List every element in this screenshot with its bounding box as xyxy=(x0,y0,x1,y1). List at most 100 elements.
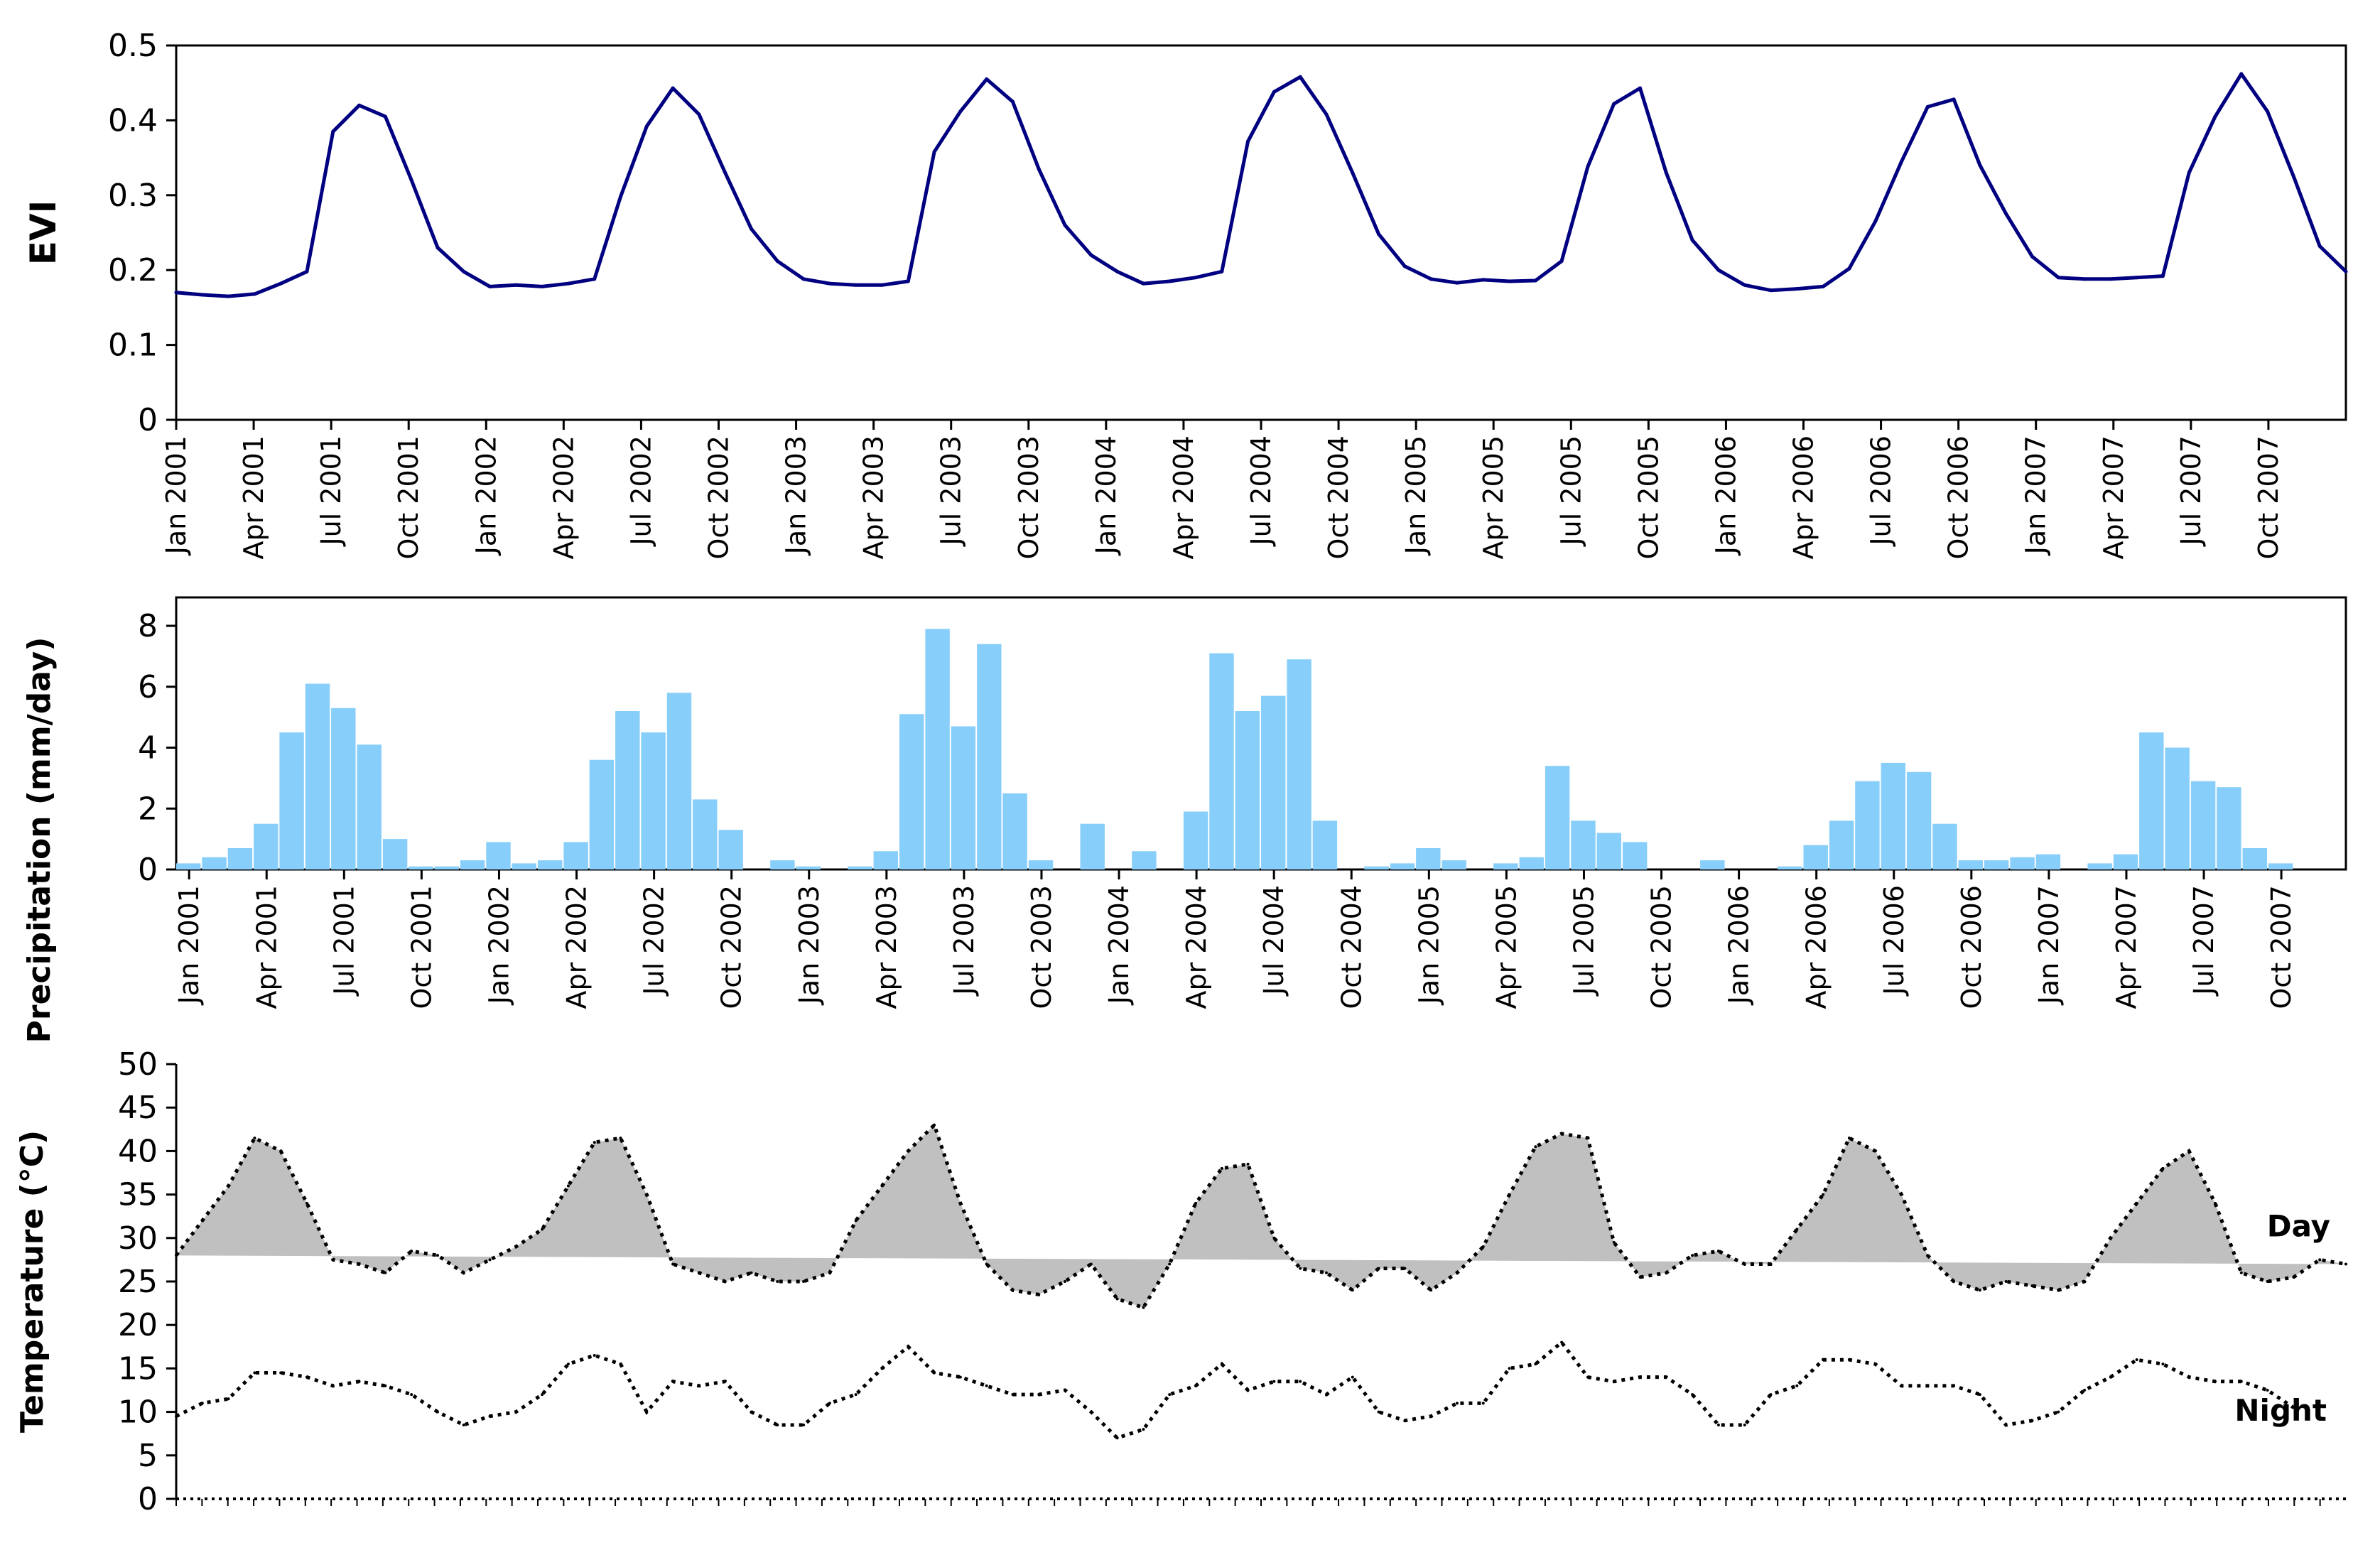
y-tick-label: 0 xyxy=(138,852,158,888)
x-tick-label: Jul 2004 xyxy=(1245,435,1277,547)
y-tick-label: 0.4 xyxy=(108,102,158,139)
precipitation-bar xyxy=(1493,863,1518,869)
precipitation-bar xyxy=(202,857,227,869)
evi-data-point xyxy=(462,269,466,273)
temperature-data-point xyxy=(1743,1262,1746,1266)
x-tick-label: Oct 2006 xyxy=(1956,885,1987,1009)
temperature-data-point xyxy=(1795,1384,1799,1387)
precipitation-bar xyxy=(2113,854,2138,869)
precipitation-bar xyxy=(1571,820,1596,869)
x-tick-label: Jul 2004 xyxy=(1258,885,1289,997)
precipitation-bar xyxy=(1028,860,1054,869)
x-tick-label: Oct 2005 xyxy=(1646,885,1677,1009)
temperature-data-point xyxy=(1429,1414,1433,1418)
temperature-data-point xyxy=(1481,1245,1485,1249)
x-tick-label: Apr 2006 xyxy=(1788,435,1819,560)
precipitation-bar xyxy=(1958,860,1983,869)
x-tick-label: Oct 2001 xyxy=(406,885,437,1009)
evi-data-point xyxy=(1612,102,1616,106)
temperature-data-point xyxy=(619,1137,622,1140)
evi-data-point xyxy=(1010,99,1015,104)
temperature-data-point xyxy=(1377,1410,1380,1414)
temperature-data-point xyxy=(514,1245,518,1249)
y-tick-label: 4 xyxy=(138,730,158,766)
temperature-data-point xyxy=(854,1393,858,1397)
evi-series-line xyxy=(175,72,2347,298)
temperature-data-point xyxy=(723,1280,727,1283)
evi-data-point xyxy=(409,178,413,183)
temperature-data-point xyxy=(1403,1267,1407,1270)
temperature-data-point xyxy=(697,1384,701,1387)
temperature-data-point xyxy=(1560,1340,1564,1344)
x-tick-label: Apr 2003 xyxy=(858,435,889,560)
x-tick-label: Oct 2003 xyxy=(1013,435,1044,560)
temperature-data-point xyxy=(1665,1375,1668,1379)
x-tick-label: Oct 2001 xyxy=(393,435,424,560)
evi-data-point xyxy=(1246,139,1250,143)
temperature-data-point xyxy=(1952,1280,1956,1283)
temperature-data-point xyxy=(1089,1262,1093,1266)
temperature-data-point xyxy=(462,1271,465,1274)
temperature-data-point xyxy=(593,1141,596,1144)
evi-data-point xyxy=(1089,253,1093,257)
temperature-axis-title: Temperature (°C) xyxy=(14,1130,50,1433)
temperature-data-point xyxy=(1246,1162,1250,1166)
temperature-data-point xyxy=(200,1219,204,1223)
precipitation-bar xyxy=(1209,653,1234,869)
temperature-data-point xyxy=(1534,1145,1537,1149)
temperature-data-point xyxy=(436,1410,439,1414)
evi-data-point xyxy=(488,284,492,288)
temperature-data-point xyxy=(1037,1293,1041,1296)
x-tick-label: Jan 2005 xyxy=(1413,885,1444,1005)
temperature-data-point xyxy=(1272,1380,1276,1383)
temperature-data-point xyxy=(2266,1389,2269,1392)
temperature-data-point xyxy=(880,1367,884,1370)
evi-data-point xyxy=(514,283,518,287)
evi-data-point xyxy=(1899,159,1903,163)
evi-data-point xyxy=(1324,112,1329,116)
y-tick-label: 2 xyxy=(138,791,158,827)
temperature-data-point xyxy=(2214,1201,2217,1205)
temperature-data-point xyxy=(2083,1280,2087,1283)
precipitation-bar xyxy=(1778,866,1802,869)
temperature-data-point xyxy=(279,1149,283,1153)
evi-data-point xyxy=(2082,277,2087,281)
x-tick-label: Jan 2004 xyxy=(1103,885,1135,1005)
y-tick-label: 35 xyxy=(118,1177,158,1213)
evi-data-point xyxy=(566,281,570,286)
temperature-data-point xyxy=(1612,1240,1616,1244)
precipitation-bar xyxy=(1932,823,1957,869)
temperature-data-point xyxy=(1324,1393,1328,1397)
evi-data-point xyxy=(2135,276,2139,280)
x-tick-label: Jul 2007 xyxy=(2188,885,2219,997)
temperature-data-point xyxy=(331,1258,335,1262)
temperature-data-point xyxy=(1716,1423,1720,1426)
x-tick-label: Oct 2003 xyxy=(1026,885,1057,1009)
evi-data-point xyxy=(1508,279,1512,283)
temperature-data-point xyxy=(802,1423,806,1426)
y-tick-label: 0.3 xyxy=(108,178,158,214)
temperature-data-point xyxy=(566,1362,570,1366)
evi-data-point xyxy=(1952,97,1956,102)
x-tick-label: Jul 2001 xyxy=(328,885,359,997)
temperature-data-point xyxy=(1220,1166,1223,1170)
evi-data-point xyxy=(1873,220,1878,224)
temperature-data-point xyxy=(1429,1289,1433,1292)
evi-data-point xyxy=(1220,269,1224,273)
temperature-data-point xyxy=(1064,1389,1067,1392)
evi-data-point xyxy=(958,109,963,114)
temperature-data-point xyxy=(985,1384,988,1387)
temperature-data-point xyxy=(1142,1428,1145,1431)
precipitation-bar xyxy=(796,866,821,869)
temperature-data-point xyxy=(410,1250,413,1253)
precipitation-bar xyxy=(848,866,872,869)
temperature-data-point xyxy=(619,1362,622,1366)
temperature-data-point xyxy=(2057,1410,2060,1414)
evi-data-point xyxy=(2004,212,2008,216)
precipitation-bar xyxy=(512,863,536,869)
temperature-data-point xyxy=(2187,1375,2191,1379)
evi-data-point xyxy=(331,129,335,134)
evi-data-point xyxy=(1533,278,1537,283)
evi-data-point xyxy=(1167,279,1172,283)
y-tick-label: 50 xyxy=(118,1046,158,1083)
